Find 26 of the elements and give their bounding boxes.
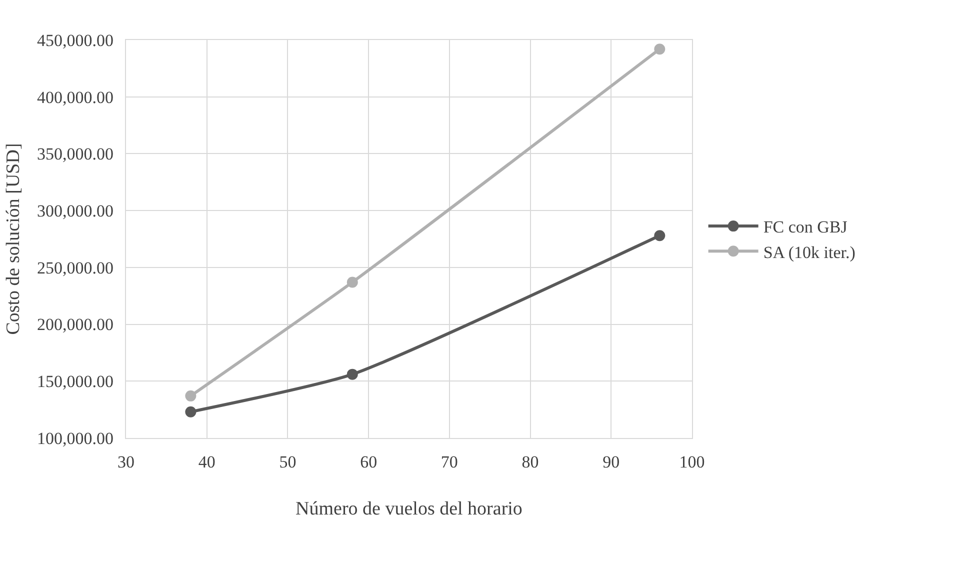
y-axis-title: Costo de solución [USD] — [2, 143, 24, 335]
y-tick-label: 450,000.00 — [36, 30, 114, 50]
x-tick-label: 30 — [118, 452, 134, 472]
x-tick-label: 60 — [360, 452, 378, 472]
point — [654, 230, 666, 242]
point — [654, 44, 666, 55]
x-tick-label: 80 — [522, 452, 539, 472]
y-tick-label: 100,000.00 — [36, 428, 114, 448]
point — [346, 368, 358, 380]
y-tick-label: 300,000.00 — [36, 202, 114, 221]
point — [346, 276, 358, 288]
y-tick-label: 350,000.00 — [36, 144, 114, 164]
x-tick-label: 90 — [602, 452, 620, 472]
point — [185, 406, 196, 418]
y-tick-label: 200,000.00 — [36, 315, 114, 334]
x-tick-label: 40 — [198, 452, 216, 472]
point — [185, 390, 196, 402]
legend-label: FC con GBJ — [763, 218, 848, 237]
x-tick-label: 50 — [279, 452, 296, 472]
legend-label: SA (10k iter.) — [763, 242, 856, 262]
y-tick-label: 250,000.00 — [36, 258, 114, 278]
y-tick-label: 150,000.00 — [36, 372, 114, 392]
x-axis-title: Número de vuelos del horario — [296, 498, 522, 520]
x-tick-label: 70 — [440, 452, 458, 472]
y-tick-label: 400,000.00 — [36, 88, 114, 107]
x-tick-label: 100 — [679, 452, 705, 472]
